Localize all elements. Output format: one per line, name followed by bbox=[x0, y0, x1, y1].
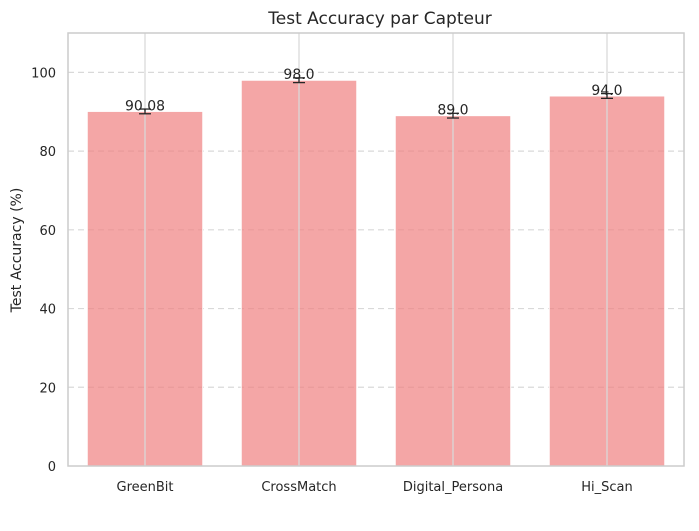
y-tick-label: 20 bbox=[39, 381, 56, 396]
label-layer: 0 20 40 60 80 100 90.08 GreenBit 98.0 CrossMatch 8… bbox=[31, 66, 633, 495]
y-tick-label: 100 bbox=[31, 66, 56, 81]
data-label: 90.08 bbox=[125, 98, 165, 114]
x-tick-label: Hi_Scan bbox=[581, 480, 633, 495]
axes-layer bbox=[67, 32, 685, 467]
plot-frame bbox=[67, 32, 685, 467]
y-tick-label: 80 bbox=[39, 145, 56, 160]
bar-layer bbox=[86, 79, 666, 467]
y-axis-label: Test Accuracy (%) bbox=[9, 188, 25, 314]
x-tick-label: Digital_Persona bbox=[403, 480, 503, 495]
y-tick-label: 40 bbox=[39, 303, 56, 318]
data-label: 89.0 bbox=[437, 103, 468, 119]
x-tick-label: CrossMatch bbox=[261, 480, 336, 495]
x-tick-label: GreenBit bbox=[117, 480, 174, 495]
data-label: 94.0 bbox=[591, 83, 622, 99]
y-tick-label: 60 bbox=[39, 224, 56, 239]
y-tick-label: 0 bbox=[48, 460, 56, 475]
data-label: 98.0 bbox=[283, 67, 314, 83]
chart-title: Test Accuracy par Capteur bbox=[267, 9, 491, 29]
